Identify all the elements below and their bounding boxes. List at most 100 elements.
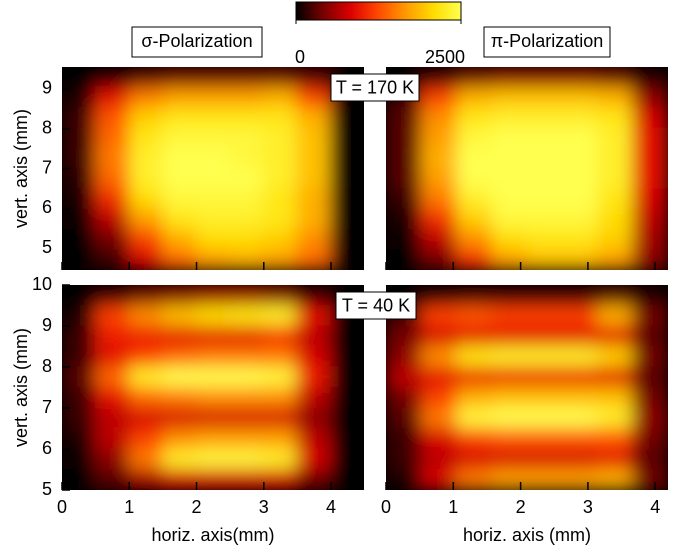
heatmap-cell xyxy=(597,67,634,88)
heatmap-cell xyxy=(162,147,197,169)
heatmap-cell xyxy=(262,305,298,327)
heatmap-cell xyxy=(95,228,130,251)
heatmap-cell xyxy=(597,188,634,210)
heatmap-cell xyxy=(128,469,164,490)
heatmap-cell xyxy=(229,67,264,88)
heatmap-cell xyxy=(62,469,97,490)
heatmap-cell xyxy=(229,428,264,450)
heatmap-cell xyxy=(62,428,97,450)
heatmap-cell xyxy=(229,107,264,129)
heatmap-cell xyxy=(456,147,493,169)
heatmap-cell xyxy=(597,147,634,169)
heatmap-cell xyxy=(386,346,422,368)
heatmap-cell xyxy=(162,469,197,490)
y-tick-label: 5 xyxy=(42,237,52,257)
heatmap-cell xyxy=(195,387,231,409)
heatmap-cell xyxy=(561,107,598,129)
heatmap-cell xyxy=(296,448,331,470)
heatmap-cell xyxy=(632,469,668,490)
heatmap-cell xyxy=(561,188,598,210)
heatmap-cell xyxy=(561,86,598,109)
heatmap-cell xyxy=(420,407,457,429)
heatmap-cell xyxy=(128,249,164,270)
heatmap-cell xyxy=(62,107,97,129)
heatmap-cell xyxy=(195,325,231,347)
heatmap-cell xyxy=(95,208,130,230)
heatmap-cell xyxy=(456,366,493,388)
heatmap-cell xyxy=(420,448,457,470)
heatmap-cell xyxy=(420,228,457,251)
heatmap-cell xyxy=(62,325,97,347)
heatmap-cell xyxy=(62,448,97,470)
heatmap-cell xyxy=(456,107,493,129)
heatmap-cell xyxy=(597,407,634,429)
heatmap-cell xyxy=(62,366,97,388)
heatmap-cells xyxy=(62,67,364,270)
heatmap-cell xyxy=(296,387,331,409)
heatmap-cell xyxy=(95,325,130,347)
heatmap-cell xyxy=(95,469,130,490)
heatmap-cell xyxy=(262,448,298,470)
heatmap-cell xyxy=(386,366,422,388)
heatmap-cell xyxy=(386,208,422,230)
heatmap-cell xyxy=(420,86,457,109)
heatmap-cell xyxy=(162,249,197,270)
heatmap-cell xyxy=(329,407,364,429)
heatmap-cell xyxy=(95,428,130,450)
heatmap-cell xyxy=(195,469,231,490)
heatmap-cell xyxy=(95,366,130,388)
heatmap-cell xyxy=(128,305,164,327)
heatmap-cell xyxy=(420,428,457,450)
heatmap-cell xyxy=(195,448,231,470)
heatmap-cell xyxy=(229,407,264,429)
heatmap-cell xyxy=(526,428,563,450)
heatmap-cell xyxy=(262,249,298,270)
y-tick-label: 10 xyxy=(32,274,52,294)
heatmap-cell xyxy=(195,407,231,429)
heatmap-cell xyxy=(229,448,264,470)
heatmap-cell xyxy=(62,86,97,109)
heatmap-cell xyxy=(195,188,231,210)
heatmap-cell xyxy=(597,285,634,306)
heatmap-cell xyxy=(526,249,563,270)
heatmap-cell xyxy=(526,469,563,490)
title-box xyxy=(483,26,611,58)
heatmap-cell xyxy=(597,228,634,251)
heatmap-cell xyxy=(128,208,164,230)
heatmap-cell xyxy=(329,147,364,169)
heatmap-cell xyxy=(632,428,668,450)
heatmap-cell xyxy=(526,208,563,230)
heatmap-cells xyxy=(62,285,364,490)
y-tick-label: 7 xyxy=(42,157,52,177)
heatmap-cell xyxy=(162,325,197,347)
heatmap-cell xyxy=(386,188,422,210)
heatmap-cell xyxy=(526,305,563,327)
heatmap-cell xyxy=(128,188,164,210)
heatmap-cell xyxy=(128,67,164,88)
x-axis-label: horiz. axis(mm) xyxy=(151,525,274,545)
heatmap-cell xyxy=(632,387,668,409)
y-tick-label: 5 xyxy=(42,479,52,499)
heatmap-cell xyxy=(128,407,164,429)
heatmap-cell xyxy=(386,107,422,129)
heatmap-cell xyxy=(420,67,457,88)
heatmap-cell xyxy=(128,127,164,149)
heatmap-cell xyxy=(456,168,493,190)
colorbar-tick-label: 0 xyxy=(295,47,305,67)
x-tick-label: 4 xyxy=(650,497,660,517)
annotation: T = 170 K xyxy=(336,77,414,97)
heatmap-cell xyxy=(128,86,164,109)
heatmap-cell xyxy=(491,188,528,210)
heatmap-cell xyxy=(456,285,493,306)
heatmap-cell xyxy=(329,188,364,210)
heatmap-cells xyxy=(386,67,668,270)
heatmap-cell xyxy=(329,208,364,230)
heatmap-cell xyxy=(561,469,598,490)
y-tick-label: 8 xyxy=(42,356,52,376)
heatmap-cell xyxy=(229,127,264,149)
x-tick-label: 1 xyxy=(448,497,458,517)
heatmap-cell xyxy=(386,325,422,347)
heatmap-cell xyxy=(62,147,97,169)
heatmap-cell xyxy=(95,147,130,169)
heatmap-cell xyxy=(632,228,668,251)
